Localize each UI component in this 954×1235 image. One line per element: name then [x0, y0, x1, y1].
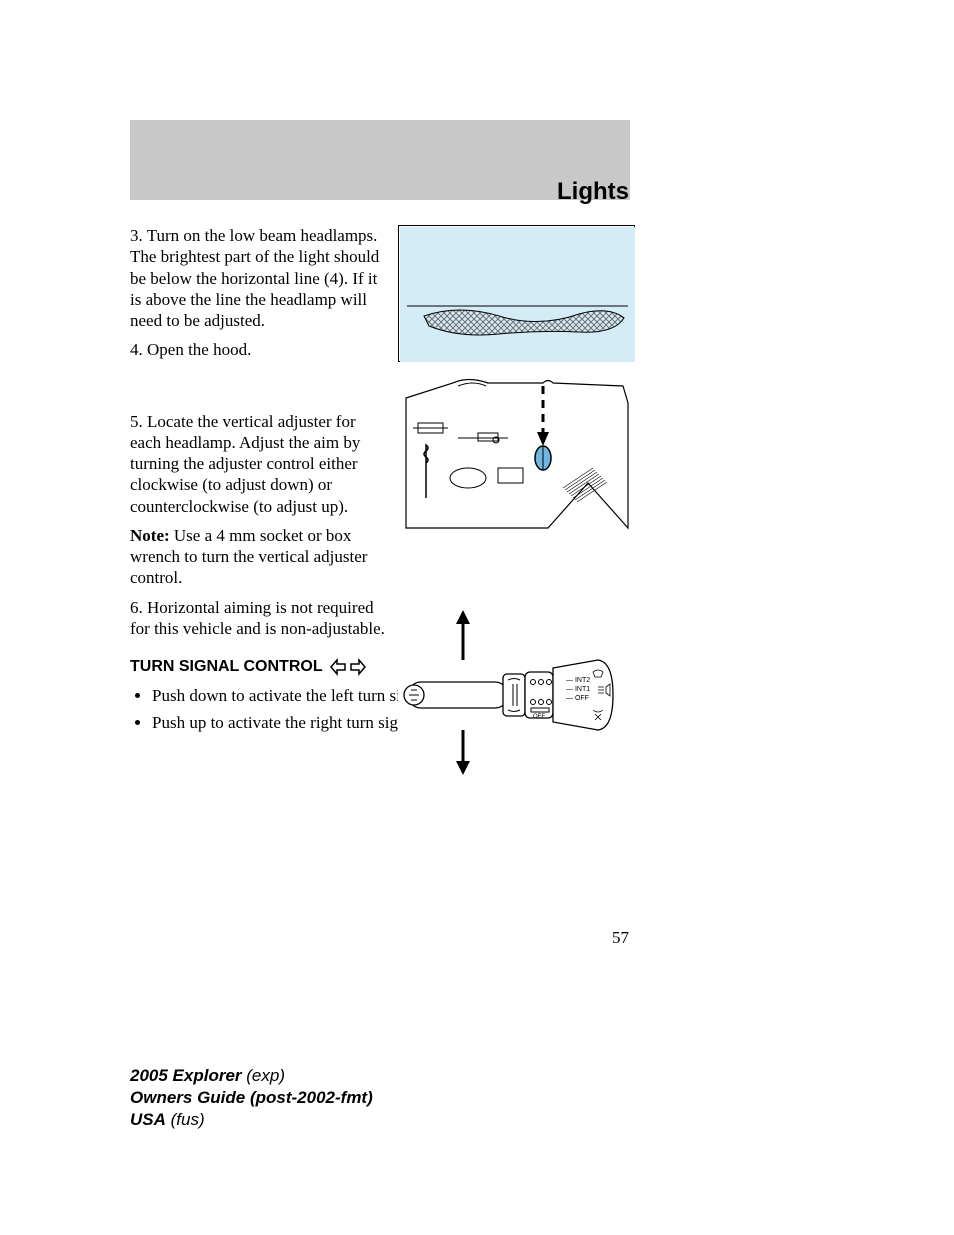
- step-3: 3. Turn on the low beam headlamps. The b…: [130, 225, 390, 331]
- note: Note: Use a 4 mm socket or box wrench to…: [130, 525, 390, 589]
- step-4: 4. Open the hood.: [130, 339, 390, 360]
- section-heading-text: TURN SIGNAL CONTROL: [130, 657, 323, 677]
- footer-market-code: (fus): [171, 1110, 205, 1129]
- footer: 2005 Explorer (exp) Owners Guide (post-2…: [130, 1065, 373, 1131]
- svg-text:— INT2: — INT2: [566, 677, 590, 684]
- footer-model: 2005 Explorer: [130, 1066, 242, 1085]
- figure-adjuster-location: [398, 368, 635, 533]
- footer-model-code: (exp): [246, 1066, 285, 1085]
- figure-turn-signal-stalk: — INT2 — INT1 — OFF OFF: [398, 602, 635, 782]
- footer-line-3: USA (fus): [130, 1109, 373, 1131]
- svg-text:— OFF: — OFF: [566, 695, 589, 702]
- svg-text:OFF: OFF: [533, 714, 545, 720]
- footer-guide: Owners Guide (post-2002-fmt): [130, 1088, 373, 1107]
- step-6: 6. Horizontal aiming is not required for…: [130, 597, 390, 640]
- footer-line-1: 2005 Explorer (exp): [130, 1065, 373, 1087]
- step-5: 5. Locate the vertical adjuster for each…: [130, 411, 390, 517]
- figure-beam-pattern: [398, 225, 635, 362]
- turn-signal-icon: [329, 658, 367, 676]
- svg-text:— INT1: — INT1: [566, 686, 590, 693]
- note-label: Note:: [130, 526, 170, 545]
- footer-line-2: Owners Guide (post-2002-fmt): [130, 1087, 373, 1109]
- page-number: 57: [612, 928, 629, 948]
- footer-market: USA: [130, 1110, 166, 1129]
- chapter-title: Lights: [329, 178, 629, 206]
